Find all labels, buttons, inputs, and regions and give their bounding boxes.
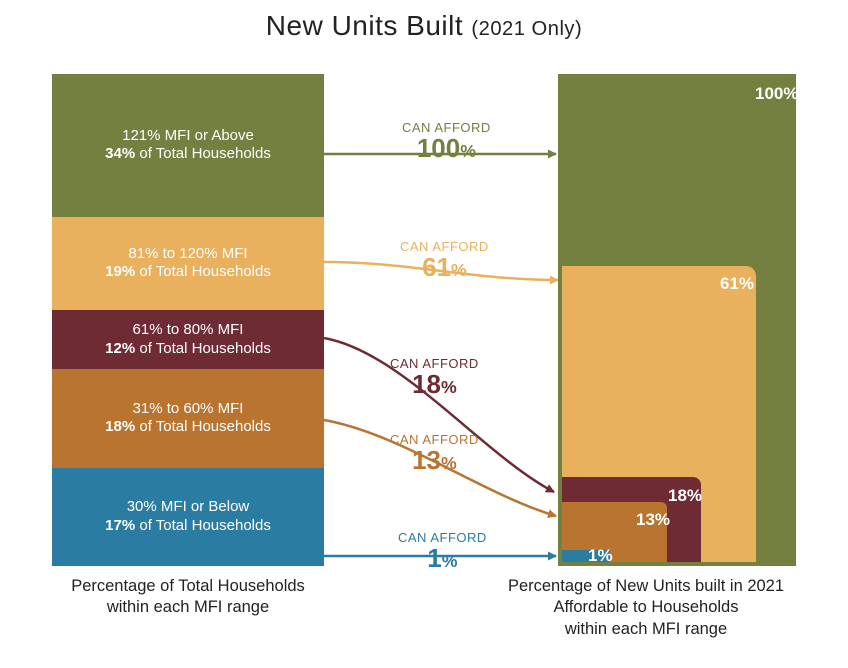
arrow-label-e: CAN AFFORD1% (398, 530, 487, 571)
right-caption-l3: within each MFI range (486, 619, 806, 640)
segment-range-label: 31% to 60% MFI (133, 400, 244, 419)
right-box-label-e: 1% (588, 546, 613, 566)
left-segment-a: 121% MFI or Above34% of Total Households (52, 74, 324, 217)
right-box-label-b: 61% (720, 274, 754, 294)
segment-pct-label: 12% of Total Households (105, 340, 271, 359)
title-main: New Units Built (266, 10, 463, 41)
segment-range-label: 61% to 80% MFI (133, 321, 244, 340)
arrow-label-big: 1% (398, 545, 487, 571)
segment-range-label: 121% MFI or Above (122, 127, 254, 146)
title-sub: (2021 Only) (471, 18, 582, 40)
chart-title: New Units Built (2021 Only) (0, 10, 848, 42)
right-box-label-d: 13% (636, 510, 670, 530)
arrow-label-small: CAN AFFORD (398, 530, 487, 545)
arrow-label-big: 13% (390, 447, 479, 473)
right-caption-l1: Percentage of New Units built in 2021 (486, 576, 806, 597)
segment-pct-label: 34% of Total Households (105, 145, 271, 164)
left-caption-l1: Percentage of Total Households (38, 576, 338, 597)
right-box-label-a: 100% (755, 84, 798, 104)
right-caption-l2: Affordable to Households (486, 597, 806, 618)
segment-range-label: 30% MFI or Below (127, 498, 250, 517)
arrow-label-big: 61% (400, 254, 489, 280)
right-nested-bars: 100% 61% 18% 13% 1% (558, 74, 796, 566)
arrow-label-b: CAN AFFORD61% (400, 239, 489, 280)
left-segment-b: 81% to 120% MFI19% of Total Households (52, 217, 324, 310)
left-caption: Percentage of Total Households within ea… (38, 576, 338, 619)
chart-area: 121% MFI or Above34% of Total Households… (52, 74, 796, 566)
arrow-label-d: CAN AFFORD13% (390, 432, 479, 473)
left-segment-c: 61% to 80% MFI12% of Total Households (52, 310, 324, 369)
left-segment-e: 30% MFI or Below17% of Total Households (52, 468, 324, 566)
segment-pct-label: 17% of Total Households (105, 517, 271, 536)
left-segment-d: 31% to 60% MFI18% of Total Households (52, 369, 324, 467)
segment-pct-label: 18% of Total Households (105, 418, 271, 437)
arrow-label-big: 100% (402, 135, 491, 161)
left-stacked-bar: 121% MFI or Above34% of Total Households… (52, 74, 324, 566)
segment-range-label: 81% to 120% MFI (128, 245, 247, 264)
right-box-label-c: 18% (668, 486, 702, 506)
arrow-label-a: CAN AFFORD100% (402, 120, 491, 161)
right-caption: Percentage of New Units built in 2021 Af… (486, 576, 806, 640)
arrow-label-c: CAN AFFORD18% (390, 356, 479, 397)
left-caption-l2: within each MFI range (38, 597, 338, 618)
segment-pct-label: 19% of Total Households (105, 263, 271, 282)
arrow-label-big: 18% (390, 371, 479, 397)
